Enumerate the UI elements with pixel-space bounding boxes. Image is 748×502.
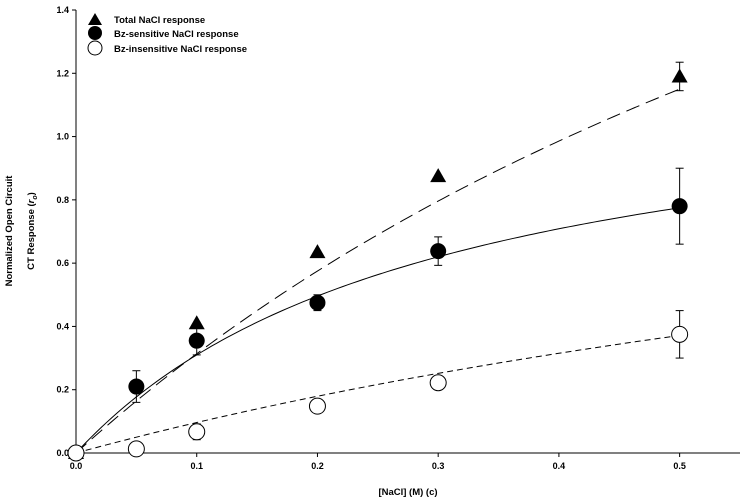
data-point-total (188, 315, 205, 330)
y-tick-label: 1.4 (56, 5, 69, 15)
x-tick-label: 0.4 (553, 461, 566, 471)
y-axis-label: Normalized Open Circuit CT Response (ro) (4, 175, 39, 287)
y-tick-label: 0.4 (56, 321, 69, 331)
data-point-bz-sensitive (128, 378, 145, 395)
data-point-bz-sensitive (309, 294, 326, 311)
y-tick-label: 1.0 (56, 132, 69, 142)
y-axis-label-line2: CT Response (ro) (26, 192, 39, 270)
y-tick-label: 0.6 (56, 258, 69, 268)
fit-curve-series-2 (75, 334, 680, 454)
data-point-bz-sensitive (430, 243, 447, 260)
axes (75, 10, 740, 454)
data-point-bz-insensitive (127, 440, 145, 458)
legend-label-bz-sensitive: Bz-sensitive NaCl response (114, 29, 239, 40)
legend: Total NaCl response Bz-sensitive NaCl re… (87, 13, 247, 56)
data-point-bz-insensitive (671, 325, 689, 343)
data-markers (67, 68, 689, 462)
x-ticks: 0.0 0.1 0.2 0.3 0.4 0.5 (70, 453, 686, 471)
legend-item-bz-sensitive: Bz-sensitive NaCl response (88, 26, 239, 40)
data-point-total (309, 244, 326, 259)
y-axis-label-line1: Normalized Open Circuit (4, 175, 15, 287)
legend-filled-circle-icon (88, 26, 102, 40)
fit-curve-series-0 (75, 88, 680, 454)
legend-triangle-icon (88, 13, 102, 25)
data-point-total (430, 168, 447, 183)
x-tick-label: 0.2 (311, 461, 324, 471)
legend-item-total: Total NaCl response (88, 13, 205, 26)
y-tick-label: 0.0 (56, 448, 69, 458)
data-point-bz-sensitive (671, 198, 688, 215)
y-tick-label: 0.8 (56, 195, 69, 205)
x-tick-label: 0.3 (432, 461, 445, 471)
data-point-total (671, 68, 688, 83)
y-tick-label: 1.2 (56, 68, 69, 78)
y-ticks: 0.0 0.2 0.4 0.6 0.8 1.0 1.2 1.4 (56, 5, 76, 458)
legend-item-bz-insensitive: Bz-insensitive NaCl response (87, 40, 247, 56)
data-point-bz-sensitive (188, 332, 205, 349)
x-tick-label: 0.0 (70, 461, 83, 471)
fit-curves (75, 88, 680, 454)
y-tick-label: 0.2 (56, 385, 69, 395)
data-point-bz-insensitive (308, 397, 326, 415)
x-axis-label: [NaCl] (M) (c) (378, 487, 437, 498)
fit-curve-series-1 (75, 207, 680, 454)
error-bars (132, 61, 684, 441)
x-tick-label: 0.5 (673, 461, 686, 471)
data-point-bz-insensitive (429, 374, 447, 392)
data-point-bz-insensitive (188, 423, 206, 441)
legend-open-circle-icon (87, 40, 103, 56)
legend-label-total: Total NaCl response (114, 15, 205, 26)
x-tick-label: 0.1 (190, 461, 203, 471)
data-point-bz-insensitive (67, 444, 85, 462)
legend-label-bz-insensitive: Bz-insensitive NaCl response (114, 44, 247, 55)
